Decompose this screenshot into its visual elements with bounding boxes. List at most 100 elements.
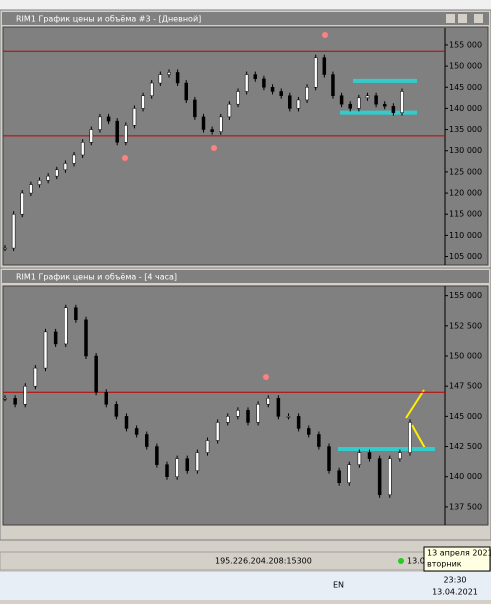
candle-body (256, 404, 260, 423)
candle-body (98, 116, 102, 130)
candle-body (382, 103, 387, 107)
candle-body (398, 452, 402, 459)
candle-body (145, 434, 149, 447)
candle-body (322, 57, 327, 75)
y-tick-label: 147 500 (449, 382, 482, 391)
window-title: RIM1 График цены и объёма - [4 часа] (16, 273, 177, 282)
candle-body (149, 82, 154, 96)
candle-body (11, 213, 16, 249)
y-tick-label: 120 000 (449, 189, 482, 198)
candle-body (23, 385, 27, 405)
y-tick-label: 125 000 (449, 167, 482, 176)
candle-body (184, 82, 188, 101)
candle-body (307, 428, 311, 435)
window-title: RIM1 График цены и объёма #3 - [Дневной] (16, 15, 201, 24)
candle-body (357, 452, 362, 465)
candle-body (33, 367, 38, 387)
candle-body (20, 192, 25, 215)
candle-body (253, 74, 258, 80)
candle-body (72, 154, 76, 164)
candle-body (327, 446, 331, 471)
annotation-line (405, 389, 425, 419)
status-bar (0, 551, 491, 571)
candle-body (64, 307, 68, 345)
candle-body (388, 458, 392, 496)
marker-icon (122, 155, 128, 161)
candle-body (215, 422, 220, 441)
candle-body (115, 120, 119, 143)
candle-body (141, 95, 145, 109)
candle-body (80, 142, 85, 156)
candle-body (132, 108, 137, 126)
candle-body (84, 319, 88, 357)
candle-body (165, 464, 169, 477)
candle-body (313, 57, 318, 88)
candle-body (201, 116, 206, 130)
candle-body (227, 103, 232, 118)
candle-body (408, 422, 412, 453)
connection-indicator (398, 558, 404, 564)
plot-area (2, 26, 489, 266)
y-tick-label: 137 500 (449, 502, 482, 511)
candle-body (89, 129, 94, 143)
candle-body (374, 95, 378, 105)
candle-body (400, 91, 404, 113)
y-tick-label: 110 000 (449, 231, 482, 240)
candle-body (337, 470, 341, 484)
language-indicator[interactable]: EN (333, 581, 344, 590)
annotation-line (411, 424, 427, 451)
candle-body (210, 129, 214, 132)
tooltip-date: 13 апреля 2021 г. (427, 549, 491, 558)
candle-body (124, 125, 128, 143)
y-tick-label: 150 000 (449, 352, 482, 361)
candle-body (339, 95, 344, 105)
candle-body (193, 99, 197, 118)
candle-body (74, 307, 78, 321)
tooltip-weekday: вторник (427, 560, 462, 569)
taskbar (0, 572, 491, 600)
close-button[interactable] (474, 14, 483, 23)
candle-body (13, 398, 17, 405)
candle-body (155, 446, 159, 465)
candle-body (270, 87, 275, 92)
candle-body (106, 116, 111, 122)
title-bar (2, 12, 489, 25)
desktop-strip (0, 0, 491, 10)
status-date: 13.0 (407, 557, 425, 566)
candle-body (391, 106, 396, 113)
candle-body (195, 452, 200, 471)
maximize-button[interactable] (458, 14, 467, 23)
candle-body (236, 91, 240, 105)
candle-body (365, 95, 370, 99)
candle-body (331, 74, 335, 96)
candle-body (305, 87, 309, 101)
candle-body (367, 452, 372, 459)
candle-body (288, 95, 292, 109)
candle-body (29, 184, 33, 194)
candle-body (3, 247, 7, 250)
candle-body (357, 97, 361, 109)
candle-body (53, 331, 58, 345)
candle-body (205, 440, 210, 453)
minimize-button[interactable] (446, 14, 455, 23)
candle-body (3, 398, 7, 400)
candle-body (114, 404, 119, 417)
candle-body (226, 416, 230, 423)
candle-body (55, 169, 59, 177)
candle-body (347, 464, 351, 484)
candle-body (134, 428, 139, 435)
clock-date: 13.04.2021 (432, 588, 478, 597)
y-tick-label: 155 000 (449, 291, 482, 300)
candle-body (94, 355, 98, 393)
y-tick-label: 140 000 (449, 472, 482, 481)
clock-time: 23:30 (443, 576, 466, 585)
y-tick-label: 145 000 (449, 412, 482, 421)
y-tick-label: 105 000 (449, 252, 482, 261)
y-tick-label: 150 000 (449, 62, 482, 71)
candle-body (236, 410, 240, 417)
candle-body (104, 391, 108, 405)
candle-body (279, 91, 283, 96)
title-bar (2, 270, 489, 283)
candle-body (262, 78, 266, 88)
